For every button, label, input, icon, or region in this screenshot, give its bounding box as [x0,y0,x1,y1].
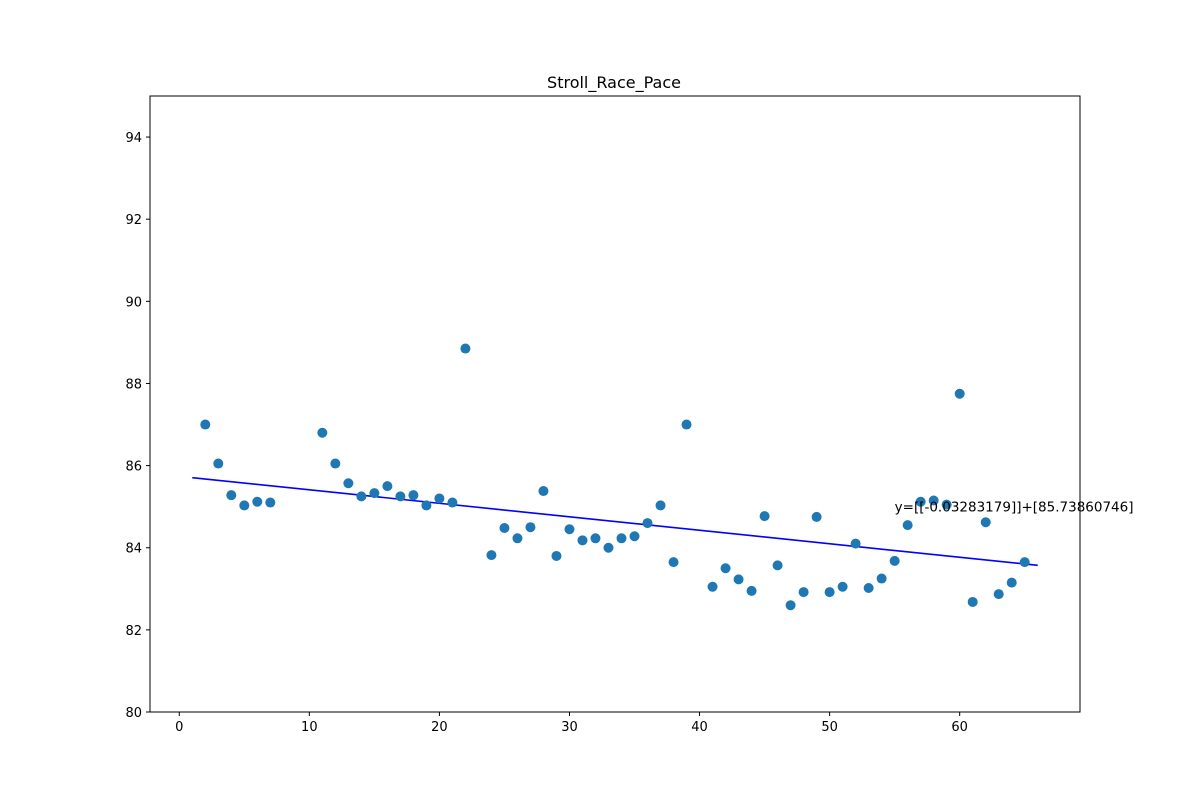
x-tick-label: 0 [175,720,183,735]
data-point [343,478,354,489]
data-point [330,458,341,469]
data-point [642,518,653,529]
data-point [434,493,445,504]
data-point [460,343,471,354]
x-tick-label: 50 [821,720,838,735]
y-tick-label: 94 [125,131,142,146]
data-point [967,596,978,607]
data-point [954,388,965,399]
data-point [486,550,497,561]
data-point [447,497,458,508]
data-point [655,500,666,511]
data-point [395,491,406,502]
data-point [239,500,250,511]
data-point [707,581,718,592]
data-point [681,419,692,430]
data-point [915,496,926,507]
data-point [356,491,367,502]
data-point [590,533,601,544]
data-point [265,497,276,508]
data-point [863,582,874,593]
data-point [564,524,575,535]
y-tick-label: 88 [125,377,142,392]
data-point [720,563,731,574]
data-point [811,511,822,522]
data-point [759,511,770,522]
data-point [369,488,380,499]
data-point [1006,577,1017,588]
regression-line [192,476,1038,567]
data-point [772,560,783,571]
data-point [421,500,432,511]
x-tick-label: 10 [301,720,318,735]
data-point [616,533,627,544]
data-point [993,589,1004,600]
data-point [525,522,536,533]
data-point [941,499,952,510]
fit-line-layer [192,476,1038,567]
data-point [408,490,419,501]
y-axis-ticks: 80 82 84 86 88 90 92 94 [125,131,150,721]
y-tick-label: 80 [125,706,142,721]
data-point [902,520,913,531]
data-point [876,573,887,584]
data-point [317,427,328,438]
data-point [512,533,523,544]
data-point [382,481,393,492]
data-point [746,585,757,596]
y-tick-label: 84 [125,542,142,557]
chart-title: Stroll_Race_Pace [547,73,681,93]
data-point [226,490,237,501]
data-point [252,496,263,507]
data-point [499,523,510,534]
data-point [577,535,588,546]
data-point [824,587,835,598]
data-point [603,542,614,553]
data-point [785,600,796,611]
x-tick-label: 30 [561,720,578,735]
data-point [213,458,224,469]
x-axis-ticks: 0 10 20 30 40 50 60 [175,712,968,735]
data-point [889,555,900,566]
plot-area-frame [149,95,1081,713]
x-tick-label: 20 [431,720,448,735]
data-point [200,419,211,430]
y-tick-label: 86 [125,460,142,475]
fit-equation-annotation: y=[[-0.03283179]]+[85.73860746] [895,500,1134,516]
data-point [733,574,744,585]
x-tick-label: 60 [951,720,968,735]
data-point [629,531,640,542]
y-tick-label: 90 [125,295,142,310]
data-point [538,486,549,497]
y-tick-label: 92 [125,213,142,228]
data-point [928,495,939,506]
data-point [980,517,991,528]
x-tick-label: 40 [691,720,708,735]
data-point [668,557,679,568]
data-point [551,550,562,561]
y-tick-label: 82 [125,624,142,639]
data-point [837,581,848,592]
data-point [850,538,861,549]
data-point [1019,557,1030,568]
data-point [798,587,809,598]
data-points [200,343,1030,611]
